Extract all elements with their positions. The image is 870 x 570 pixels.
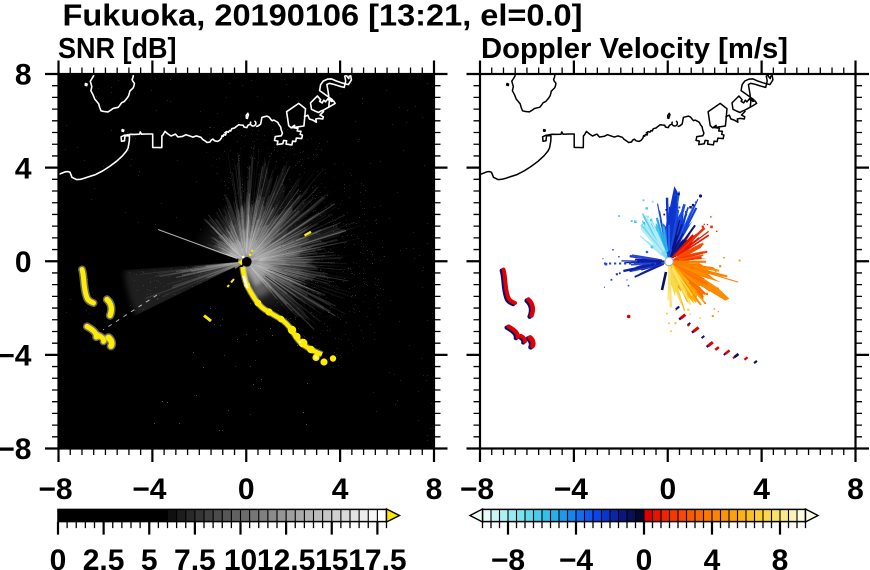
svg-text:−4: −4 xyxy=(132,473,167,506)
svg-text:−8: −8 xyxy=(491,544,525,570)
svg-text:Doppler Velocity [m/s]: Doppler Velocity [m/s] xyxy=(481,33,788,65)
svg-text:0: 0 xyxy=(50,544,67,570)
svg-text:4: 4 xyxy=(15,152,32,185)
svg-text:−4: −4 xyxy=(554,473,589,506)
svg-text:8: 8 xyxy=(772,544,789,570)
svg-text:10: 10 xyxy=(224,544,257,570)
svg-text:0: 0 xyxy=(238,473,255,506)
svg-text:−8: −8 xyxy=(0,433,32,466)
svg-text:Fukuoka, 20190106 [13:21, el=0: Fukuoka, 20190106 [13:21, el=0.0] xyxy=(63,0,583,33)
svg-text:SNR [dB]: SNR [dB] xyxy=(58,33,177,65)
svg-text:−8: −8 xyxy=(38,473,72,506)
svg-text:0: 0 xyxy=(15,246,32,279)
svg-text:−4: −4 xyxy=(559,544,594,570)
svg-text:4: 4 xyxy=(753,473,770,506)
svg-text:2.5: 2.5 xyxy=(83,544,125,570)
svg-text:7.5: 7.5 xyxy=(174,544,216,570)
svg-text:−4: −4 xyxy=(0,340,32,373)
svg-text:0: 0 xyxy=(659,473,676,506)
svg-text:15: 15 xyxy=(315,544,348,570)
svg-text:0: 0 xyxy=(636,544,653,570)
svg-text:4: 4 xyxy=(704,544,721,570)
svg-text:17.5: 17.5 xyxy=(348,544,406,570)
svg-text:8: 8 xyxy=(426,473,443,506)
svg-text:5: 5 xyxy=(141,544,158,570)
svg-text:−8: −8 xyxy=(460,473,494,506)
svg-text:8: 8 xyxy=(847,473,864,506)
svg-text:8: 8 xyxy=(15,59,32,92)
svg-text:4: 4 xyxy=(332,473,349,506)
svg-text:12.5: 12.5 xyxy=(257,544,315,570)
